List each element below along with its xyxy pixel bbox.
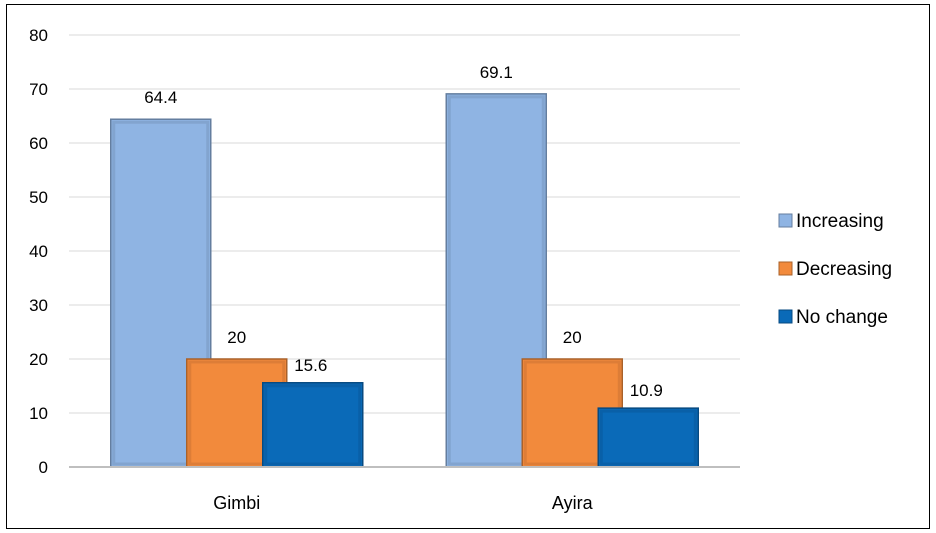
- data-label: 69.1: [480, 63, 513, 82]
- bar-increasing: [445, 93, 547, 468]
- bar-no-change: [262, 382, 364, 468]
- y-tick-label: 60: [29, 134, 48, 153]
- bar-bevel: [599, 409, 697, 466]
- bar-bevel: [112, 120, 210, 466]
- legend-swatch-decreasing: [778, 261, 793, 276]
- x-tick-label: Ayira: [552, 493, 594, 513]
- legend-swatch-increasing: [778, 213, 793, 228]
- data-label: 64.4: [144, 88, 177, 107]
- data-label: 15.6: [294, 356, 327, 375]
- y-tick-label: 10: [29, 404, 48, 423]
- x-tick-label: Gimbi: [213, 493, 260, 513]
- data-label: 20: [563, 328, 582, 347]
- y-tick-label: 70: [29, 80, 48, 99]
- data-label: 10.9: [630, 381, 663, 400]
- legend-label: No change: [796, 307, 888, 328]
- y-tick-label: 40: [29, 242, 48, 261]
- y-tick-label: 20: [29, 350, 48, 369]
- y-tick-label: 50: [29, 188, 48, 207]
- y-tick-label: 80: [29, 26, 48, 45]
- legend-label: Decreasing: [796, 259, 892, 280]
- bar-bevel: [264, 384, 362, 466]
- bar-no-change: [597, 407, 699, 468]
- y-tick-label: 0: [39, 458, 48, 477]
- legend-swatch-no-change: [778, 309, 793, 324]
- data-label: 20: [227, 328, 246, 347]
- y-tick-label: 30: [29, 296, 48, 315]
- bar-bevel: [447, 95, 545, 466]
- legend-label: Increasing: [796, 211, 884, 232]
